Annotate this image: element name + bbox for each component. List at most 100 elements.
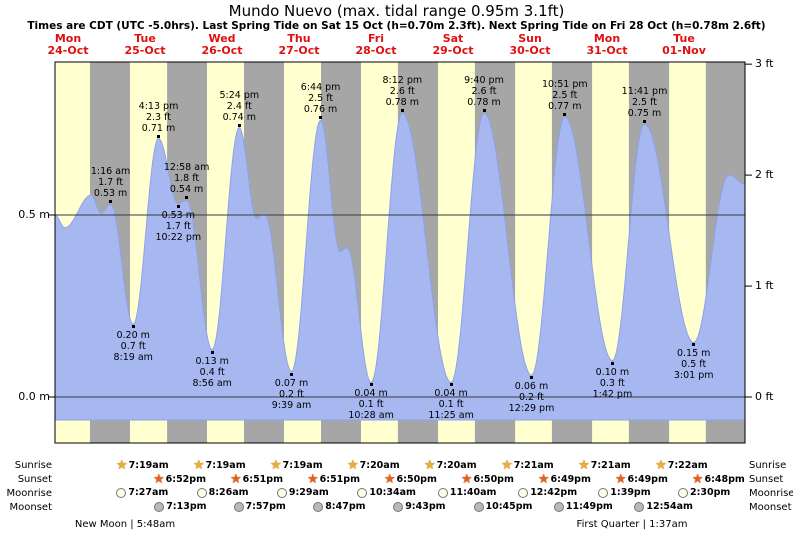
plot-border [54, 61, 746, 444]
annotation-line: 0.71 m [141, 122, 176, 134]
day-label-24-Oct: Mon 24-Oct [47, 33, 88, 57]
annotation-line: 1.8 ft [174, 173, 200, 185]
sunrise-time: 7:22am [667, 460, 708, 471]
tide-extreme-dot [290, 372, 293, 376]
low-tide-annotation: 0.04 m 0.1 ft 11:25 am [428, 388, 473, 421]
annotation-line: 0.75 m [627, 108, 662, 119]
tide-extreme-dot [530, 376, 533, 380]
moon-phase-label: New Moon | 5:48am [74, 519, 176, 530]
annotation-line: 10:51 pm [541, 78, 588, 90]
y-axis-label-left: 0.5 m [18, 208, 50, 221]
moonset-time: 10:45pm [485, 501, 533, 512]
sunset-event: ★ 6:48pm [692, 473, 745, 486]
sunrise-time: 7:21am [513, 460, 554, 471]
annotation-line: 2.6 ft [471, 86, 497, 98]
tide-extreme-dot [131, 325, 135, 329]
high-tide-annotation: 6:44 pm 2.5 ft 0.76 m [301, 82, 341, 115]
sunset-time: 6:49pm [550, 474, 591, 485]
sunrise-time: 7:21am [590, 460, 631, 471]
sunrise-time: 7:19am [282, 460, 323, 471]
sunset-star-icon: ★ [153, 472, 165, 487]
sunset-star-icon: ★ [230, 472, 242, 487]
moonrise-moon-icon [196, 487, 207, 498]
annotation-line: 10:22 pm [155, 232, 202, 244]
moonset-event: 11:49pm [553, 501, 613, 512]
annotation-line: 12:58 am [163, 162, 210, 174]
sunrise-event: ★ 7:21am [578, 459, 631, 472]
y-axis-label-right: 0 ft [755, 390, 774, 403]
tide-extreme-dot [176, 205, 180, 209]
annotation-line: 2.4 ft [226, 100, 252, 112]
moonrise-event: 2:30pm [678, 487, 730, 498]
tide-extreme-dot [692, 343, 696, 347]
sunrise-star-icon: ★ [655, 458, 667, 473]
annotation-line: 9:39 am [271, 399, 312, 411]
tide-extreme-dot [643, 120, 646, 123]
annotation-line: 12:29 pm [508, 403, 555, 415]
moonset-moon-icon [233, 501, 244, 512]
annotation-line: 2.5 ft [552, 89, 578, 101]
sunrise-event: ★ 7:20am [347, 459, 400, 472]
low-tide-annotation: 0.15 m 0.5 ft 3:01 pm [674, 348, 714, 381]
tide-extreme-dot [610, 361, 614, 365]
annotation-line: 1:42 pm [592, 388, 633, 400]
moonrise-moon-icon [598, 487, 609, 498]
annotation-line: 0.78 m [385, 97, 420, 109]
moonrise-event: 12:42pm [518, 487, 577, 498]
day-date: 31-Oct [586, 44, 628, 57]
annotation-line: 6:44 pm [300, 82, 341, 94]
sunset-event: ★ 6:49pm [538, 473, 591, 486]
annotation-line: 0.04 m [434, 388, 468, 400]
annotation-line: 0.7 ft [120, 341, 146, 353]
annotation-line: 0.13 m [195, 355, 229, 367]
tide-extreme-dot [185, 196, 189, 200]
high-tide-annotation: 8:12 pm 2.6 ft 0.78 m [382, 75, 422, 108]
sunrise-event: ★ 7:19am [116, 459, 169, 472]
moonrise-row-label-right: Moonrise [749, 488, 793, 499]
annotation-line: 2.6 ft [389, 86, 415, 98]
day-label-30-Oct: Sun 30-Oct [509, 33, 550, 57]
annotation-line: 0.5 ft [681, 359, 707, 371]
moonset-moon-icon [393, 501, 404, 512]
low-tide-annotation: 0.06 m 0.2 ft 12:29 pm [509, 381, 555, 414]
sunset-event: ★ 6:50pm [384, 473, 437, 486]
moonrise-time: 1:39pm [610, 487, 651, 498]
sunset-star-icon: ★ [614, 472, 627, 487]
tide-extreme-dot [210, 350, 214, 354]
annotation-line: 0.76 m [303, 104, 338, 116]
moonset-time: 9:43pm [405, 501, 446, 512]
annotation-line: 0.1 ft [358, 399, 384, 411]
annotation-line: 0.2 ft [518, 392, 545, 404]
annotation-line: 1.7 ft [165, 221, 191, 233]
moonset-event: 9:43pm [393, 501, 446, 512]
y-axis-label-right: 1 ft [755, 279, 774, 293]
sunrise-event: ★ 7:20am [424, 459, 477, 472]
day-label-26-Oct: Wed 26-Oct [201, 33, 242, 57]
annotation-line: 0.53 m [93, 188, 128, 200]
low-tide-annotation: 0.20 m 0.7 ft 8:19 am [113, 330, 152, 363]
annotation-line: 2.5 ft [631, 97, 658, 108]
moonrise-time: 7:27am [128, 487, 169, 498]
tide-extreme-dot [449, 383, 453, 387]
high-tide-annotation: 9:40 pm 2.6 ft 0.78 m [464, 75, 504, 108]
sunrise-row-label-left: Sunrise [14, 460, 52, 471]
moonrise-moon-icon [518, 487, 529, 498]
annotation-line: 0.4 ft [199, 366, 225, 378]
day-date: 01-Nov [662, 44, 706, 57]
tide-extreme-dot [157, 134, 160, 138]
sunset-star-icon: ★ [537, 472, 550, 487]
sunset-row-label-left: Sunset [17, 474, 52, 485]
moonset-event: 7:57pm [233, 501, 286, 512]
moonset-time: 11:49pm [565, 501, 613, 512]
moonset-time: 7:13pm [166, 501, 207, 512]
sunrise-time: 7:20am [436, 460, 477, 471]
moonset-event: 12:54am [634, 501, 693, 512]
moonrise-event: 8:26am [196, 487, 249, 498]
sunrise-event: ★ 7:19am [193, 459, 246, 472]
moonset-event: 10:45pm [473, 501, 533, 512]
sunset-star-icon: ★ [691, 472, 704, 487]
tide-extreme-dot [319, 116, 323, 120]
moonset-row-label-right: Moonset [749, 502, 792, 513]
sunset-time: 6:51pm [319, 474, 360, 485]
high-tide-annotation: 5:24 pm 2.4 ft 0.74 m [219, 90, 259, 123]
